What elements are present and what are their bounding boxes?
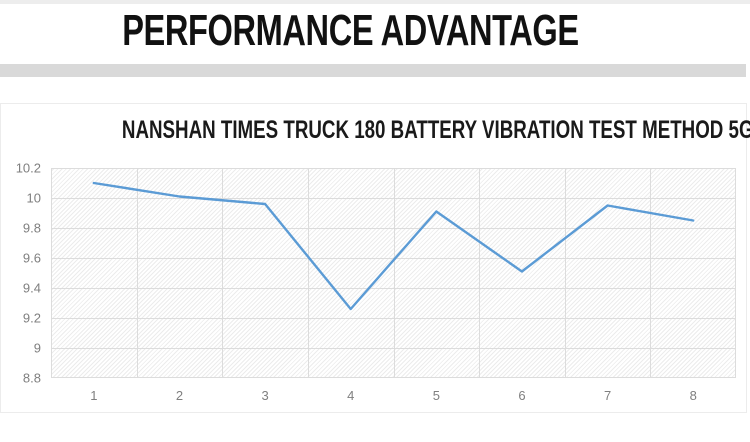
line-chart-svg (51, 168, 736, 378)
plot-area (51, 168, 736, 378)
y-tick-label: 9.2 (22, 310, 41, 326)
x-tick-label: 4 (347, 388, 355, 403)
x-tick-label: 5 (432, 388, 440, 403)
data-series-line (92, 181, 695, 311)
chart-title: NANSHAN TIMES TRUCK 180 BATTERY VIBRATIO… (121, 116, 750, 144)
y-tick-label: 8.8 (22, 370, 41, 386)
x-tick-label: 8 (689, 388, 697, 403)
chart-card: NANSHAN TIMES TRUCK 180 BATTERY VIBRATIO… (0, 103, 750, 413)
y-tick-label: 9.8 (22, 220, 41, 236)
divider-bar (0, 64, 746, 77)
top-edge-bar (0, 0, 750, 4)
y-tick-label: 10.2 (15, 160, 41, 176)
x-axis-labels: 1 2 3 4 5 6 7 8 (51, 386, 736, 404)
page-title: PERFORMANCE ADVANTAGE (121, 6, 579, 55)
main-title-row: PERFORMANCE ADVANTAGE (0, 6, 700, 56)
y-tick-label: 9 (33, 340, 41, 356)
y-tick-label: 9.6 (22, 250, 41, 266)
x-tick-label: 3 (261, 388, 269, 403)
chart-title-row: NANSHAN TIMES TRUCK 180 BATTERY VIBRATIO… (1, 116, 750, 145)
y-tick-label: 9.4 (22, 280, 41, 296)
x-tick-label: 2 (175, 388, 184, 403)
x-tick-label: 1 (90, 388, 98, 403)
x-tick-label: 7 (603, 388, 612, 403)
y-axis-labels: 8.8 9 9.2 9.4 9.6 9.8 10 10.2 (1, 161, 45, 386)
x-tick-label: 6 (518, 388, 526, 403)
y-tick-label: 10 (26, 190, 41, 206)
